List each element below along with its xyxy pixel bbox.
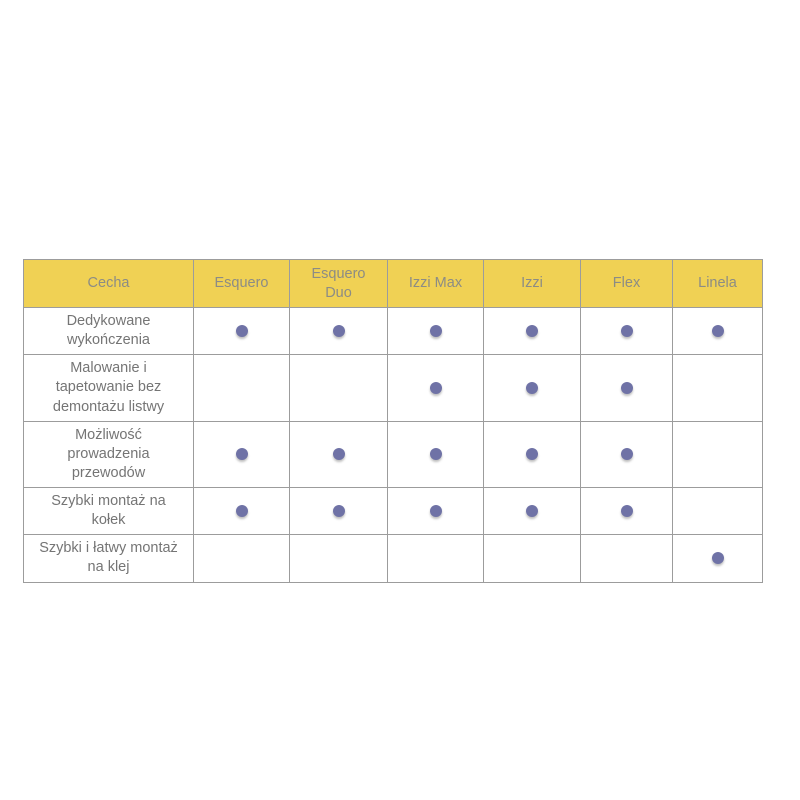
feature-available-cell	[289, 306, 388, 356]
dot-icon	[620, 504, 633, 517]
feature-empty-cell	[193, 354, 290, 422]
column-header-esquero: Esquero	[193, 259, 290, 308]
column-header-linela: Linela	[672, 259, 763, 308]
table-row: Możliwość prowadzenia przewodów	[23, 420, 763, 489]
feature-available-cell	[483, 306, 581, 356]
dot-icon	[620, 448, 633, 461]
feature-available-cell	[193, 486, 290, 536]
dot-icon	[526, 324, 538, 337]
dot-icon	[526, 448, 538, 461]
comparison-table: Cecha Esquero Esquero Duo Izzi Max Izzi Flex L…	[23, 259, 763, 583]
feature-empty-cell	[193, 534, 290, 583]
feature-available-cell	[483, 354, 581, 422]
column-header-label: Cecha	[87, 275, 130, 292]
feature-label: Możliwość prowadzenia przewodów	[23, 420, 194, 489]
feature-available-cell	[289, 420, 388, 489]
feature-available-cell	[580, 486, 673, 536]
feature-empty-cell	[580, 534, 673, 583]
dot-icon	[235, 324, 248, 337]
column-header-label: Izzi	[521, 275, 543, 292]
feature-label: Szybki i łatwy montaż na klej	[23, 534, 194, 583]
column-header-esquero-duo: Esquero Duo	[289, 259, 388, 308]
dot-icon	[711, 324, 724, 337]
dot-icon	[429, 381, 442, 394]
feature-available-cell	[193, 306, 290, 356]
feature-available-cell	[580, 306, 673, 356]
feature-label: Szybki montaż na kołek	[23, 486, 194, 536]
dot-icon	[332, 324, 345, 337]
feature-available-cell	[672, 306, 763, 356]
feature-label: Malowanie i tapetowanie bez demontażu li…	[23, 354, 194, 422]
dot-icon	[620, 381, 633, 394]
dot-icon	[429, 324, 442, 337]
column-header-label: Linela	[698, 275, 737, 292]
feature-available-cell	[672, 534, 763, 583]
feature-available-cell	[580, 420, 673, 489]
feature-available-cell	[387, 306, 484, 356]
dot-icon	[235, 448, 248, 461]
table-row: Malowanie i tapetowanie bez demontażu li…	[23, 354, 763, 422]
column-header-label: Esquero Duo	[311, 265, 366, 301]
feature-empty-cell	[289, 354, 388, 422]
column-header-izzi-max: Izzi Max	[387, 259, 484, 308]
feature-empty-cell	[672, 486, 763, 536]
table-row: Szybki i łatwy montaż na klej	[23, 534, 763, 583]
feature-empty-cell	[672, 420, 763, 489]
table-row: Szybki montaż na kołek	[23, 486, 763, 536]
dot-icon	[332, 504, 345, 517]
column-header-label: Esquero	[214, 275, 269, 292]
column-header-cecha: Cecha	[23, 259, 194, 308]
dot-icon	[429, 504, 442, 517]
feature-available-cell	[387, 486, 484, 536]
feature-available-cell	[483, 420, 581, 489]
column-header-label: Flex	[612, 275, 641, 292]
column-header-izzi: Izzi	[483, 259, 581, 308]
feature-available-cell	[580, 354, 673, 422]
feature-label: Dedykowane wykończenia	[23, 306, 194, 356]
dot-icon	[235, 504, 248, 517]
column-header-flex: Flex	[580, 259, 673, 308]
dot-icon	[620, 324, 633, 337]
column-header-label: Izzi Max	[408, 275, 463, 292]
feature-available-cell	[193, 420, 290, 489]
dot-icon	[429, 448, 442, 461]
feature-empty-cell	[672, 354, 763, 422]
feature-empty-cell	[387, 534, 484, 583]
dot-icon	[526, 504, 538, 517]
table-row: Dedykowane wykończenia	[23, 306, 763, 356]
feature-empty-cell	[483, 534, 581, 583]
dot-icon	[526, 381, 538, 394]
feature-available-cell	[387, 354, 484, 422]
feature-available-cell	[387, 420, 484, 489]
header-row: Cecha Esquero Esquero Duo Izzi Max Izzi Flex L…	[23, 259, 763, 308]
dot-icon	[711, 552, 724, 565]
feature-available-cell	[483, 486, 581, 536]
feature-empty-cell	[289, 534, 388, 583]
dot-icon	[332, 448, 345, 461]
feature-available-cell	[289, 486, 388, 536]
